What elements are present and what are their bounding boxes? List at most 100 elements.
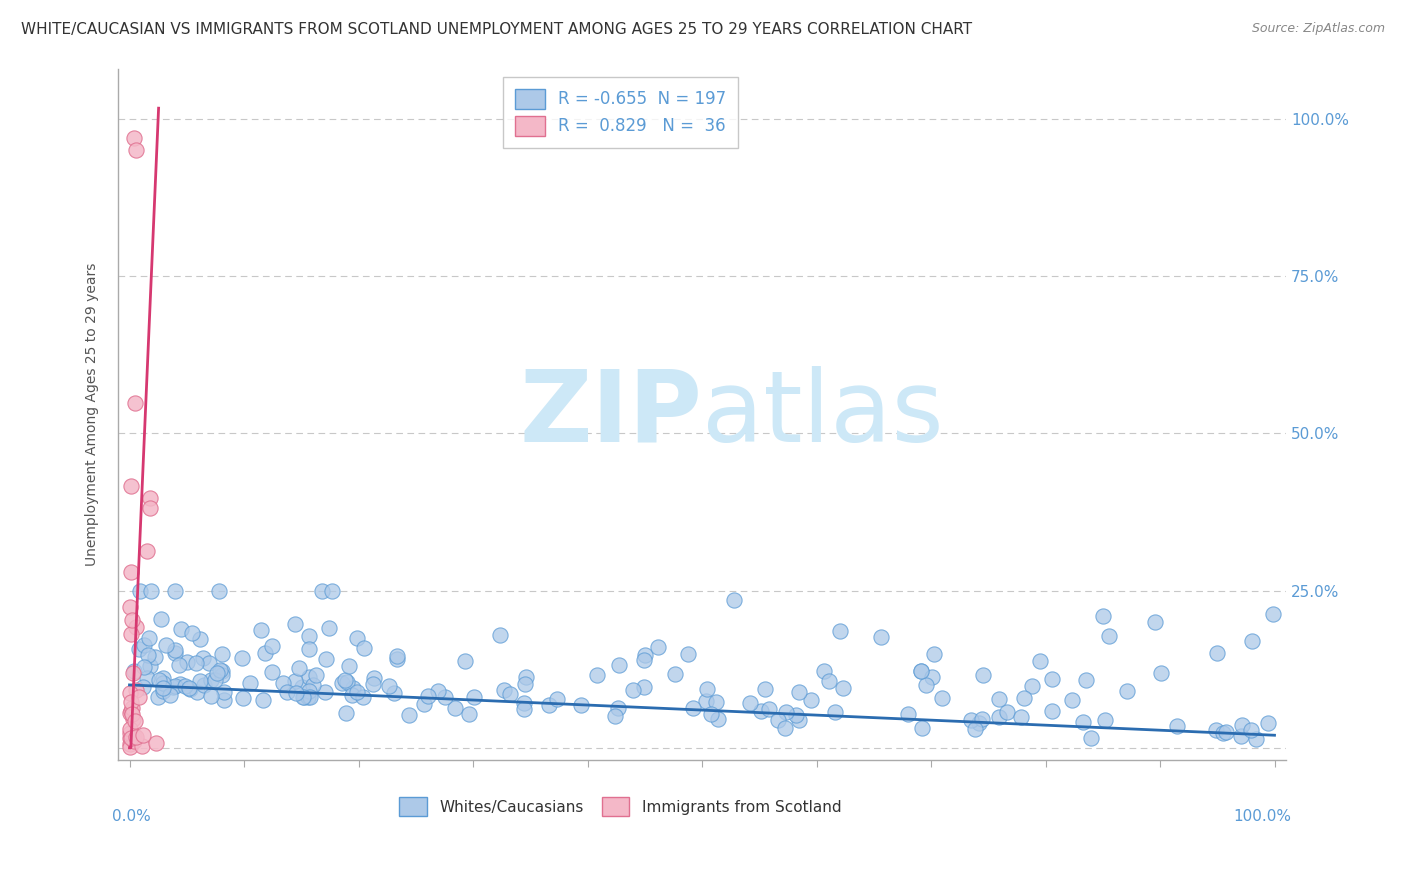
Point [239, 675, 262, 690]
Point [284, 686, 307, 700]
Point [292, 690, 315, 705]
Point [250, 623, 273, 637]
Point [298, 669, 321, 683]
Point [335, 673, 357, 687]
Point [298, 684, 321, 698]
Point [260, 665, 283, 679]
Point [972, 667, 994, 681]
Point [152, 683, 174, 698]
Point [1074, 673, 1097, 687]
Point [931, 690, 953, 705]
Point [139, 491, 162, 505]
Point [318, 621, 340, 635]
Point [787, 714, 810, 728]
Point [305, 668, 328, 682]
Point [337, 659, 360, 673]
Point [335, 674, 357, 689]
Point [120, 686, 142, 700]
Point [434, 690, 457, 704]
Point [179, 681, 201, 696]
Point [311, 583, 333, 598]
Point [921, 670, 943, 684]
Point [150, 612, 173, 626]
Point [163, 646, 186, 660]
Point [314, 685, 336, 699]
Point [1021, 679, 1043, 693]
Point [152, 676, 174, 690]
Point [1240, 723, 1263, 738]
Point [922, 647, 945, 661]
Point [120, 737, 142, 751]
Point [775, 705, 797, 719]
Point [170, 622, 193, 636]
Point [136, 543, 159, 558]
Text: 100.0%: 100.0% [1234, 809, 1292, 824]
Point [180, 625, 202, 640]
Point [766, 713, 789, 727]
Point [569, 698, 592, 712]
Point [1014, 691, 1036, 706]
Point [212, 693, 235, 707]
Point [1091, 609, 1114, 624]
Point [915, 678, 938, 692]
Point [124, 620, 146, 634]
Point [695, 694, 717, 708]
Point [723, 592, 745, 607]
Point [301, 678, 323, 692]
Point [169, 677, 191, 691]
Point [1116, 684, 1139, 698]
Point [1230, 718, 1253, 732]
Point [174, 679, 197, 693]
Text: WHITE/CAUCASIAN VS IMMIGRANTS FROM SCOTLAND UNEMPLOYMENT AMONG AGES 25 TO 29 YEA: WHITE/CAUCASIAN VS IMMIGRANTS FROM SCOTL… [21, 22, 972, 37]
Point [211, 665, 233, 679]
Point [163, 643, 186, 657]
Point [607, 658, 630, 673]
Point [120, 704, 142, 718]
Point [342, 681, 364, 696]
Point [413, 697, 436, 711]
Point [538, 698, 561, 713]
Text: Source: ZipAtlas.com: Source: ZipAtlas.com [1251, 22, 1385, 36]
Legend: Whites/Caucasians, Immigrants from Scotland: Whites/Caucasians, Immigrants from Scotl… [394, 791, 848, 822]
Point [817, 674, 839, 689]
Point [443, 700, 465, 714]
Point [152, 681, 174, 695]
Point [1028, 654, 1050, 668]
Point [120, 725, 142, 739]
Point [546, 691, 568, 706]
Point [159, 688, 181, 702]
Point [139, 500, 162, 515]
Point [488, 628, 510, 642]
Point [120, 731, 142, 745]
Point [346, 632, 368, 646]
Point [120, 627, 142, 641]
Point [193, 678, 215, 692]
Point [284, 617, 307, 632]
Point [212, 684, 235, 698]
Point [633, 681, 655, 695]
Point [633, 652, 655, 666]
Point [352, 690, 374, 704]
Point [121, 665, 143, 680]
Point [828, 624, 851, 639]
Text: atlas: atlas [702, 366, 943, 463]
Point [384, 686, 406, 700]
Point [200, 689, 222, 703]
Point [120, 565, 142, 579]
Point [211, 647, 233, 661]
Point [911, 721, 934, 735]
Point [211, 668, 233, 682]
Point [131, 680, 153, 694]
Point [965, 722, 987, 736]
Point [342, 688, 364, 702]
Point [967, 715, 990, 730]
Point [1098, 629, 1121, 643]
Point [231, 690, 253, 705]
Point [800, 693, 823, 707]
Point [298, 641, 321, 656]
Point [463, 690, 485, 704]
Point [664, 667, 686, 681]
Point [1212, 726, 1234, 740]
Point [128, 642, 150, 657]
Point [387, 649, 409, 664]
